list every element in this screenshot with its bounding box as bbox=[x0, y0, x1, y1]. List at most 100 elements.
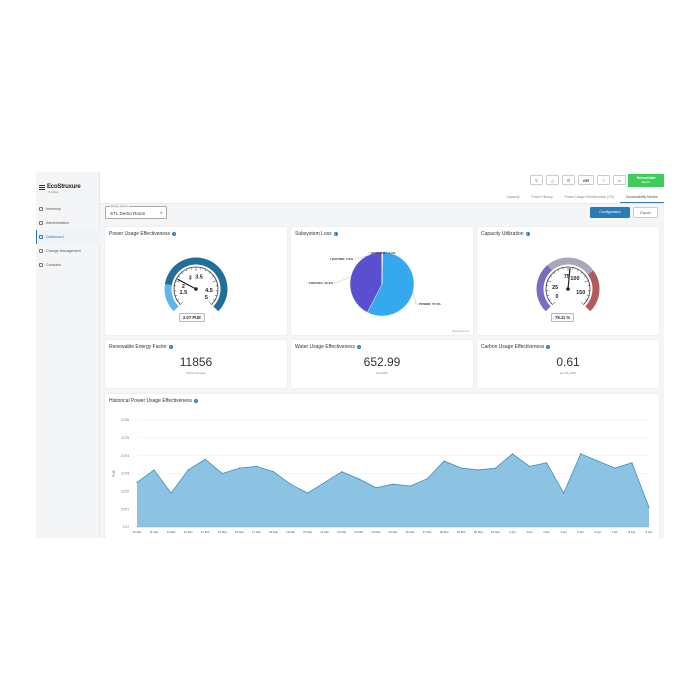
gauge-band bbox=[585, 270, 600, 312]
gauge-tick bbox=[212, 299, 215, 301]
sidebar-item-inventory[interactable]: Inventory bbox=[36, 202, 100, 216]
gauge-tick-label: 2 bbox=[182, 284, 185, 290]
info-icon[interactable]: i bbox=[525, 232, 530, 236]
info-icon[interactable]: i bbox=[194, 399, 198, 403]
logo[interactable]: EcoStruxure bbox=[39, 180, 81, 194]
wue-value: 652.99 bbox=[363, 355, 401, 369]
pie-data-label: POWER: 57.3% bbox=[419, 302, 441, 306]
energy-system-select[interactable]: Energy System STL Demo Room ▾ bbox=[105, 205, 167, 219]
card-title: Historical Power Usage Effectiveness i bbox=[109, 398, 198, 404]
admin-icon bbox=[39, 221, 43, 225]
data-point bbox=[153, 469, 155, 471]
capacity-card: Capacity Utilization i 0 25 75 100 150 78.11… bbox=[477, 227, 659, 335]
info-icon[interactable]: i bbox=[333, 232, 338, 236]
data-point bbox=[324, 481, 326, 484]
user-avatar[interactable]: GR bbox=[578, 175, 594, 185]
brand-logo: Schneider Electric bbox=[628, 174, 664, 187]
wue-card: Water Usage Effectiveness i 652.99 liter… bbox=[291, 340, 473, 388]
y-tick-label: 2.076 bbox=[121, 418, 129, 422]
gauge-band bbox=[164, 284, 179, 312]
sidebar-item-label: Consoles bbox=[46, 263, 61, 267]
logout-icon[interactable]: ⇨ bbox=[613, 175, 626, 185]
card-title: Renewable Energy Factor i bbox=[109, 344, 173, 350]
gauge-tick-label: 3 bbox=[189, 275, 192, 281]
x-tick-label: 10 Mar bbox=[133, 530, 142, 534]
info-icon[interactable]: i bbox=[172, 232, 177, 236]
x-tick-label: 18 Mar bbox=[269, 530, 278, 534]
sidebar-item-dashboard[interactable]: Dashboard bbox=[36, 230, 100, 244]
data-point bbox=[392, 483, 394, 485]
tab-pue[interactable]: Power Usage Effectiveness (CR) bbox=[564, 195, 615, 199]
gauge-tick bbox=[580, 272, 583, 274]
gauge-tick bbox=[546, 294, 550, 297]
settings-icon[interactable]: ⚙ bbox=[562, 175, 575, 185]
configuration-button[interactable]: Configuration bbox=[590, 207, 630, 218]
gauge-tick bbox=[174, 294, 178, 297]
x-tick-label: 14 Mar bbox=[201, 530, 210, 534]
help-icon[interactable]: ? bbox=[597, 175, 610, 185]
y-tick-label: 2.074 bbox=[121, 454, 129, 458]
brand-name: Schneider bbox=[636, 175, 656, 180]
gauge-tick bbox=[547, 280, 552, 283]
tab-sustainability-metrics[interactable]: Sustainability Metrics bbox=[620, 191, 664, 203]
sidebar-item-consoles[interactable]: Consoles bbox=[36, 258, 100, 272]
notification-icon[interactable]: △ bbox=[546, 175, 559, 185]
tab-power-history[interactable]: Power History bbox=[531, 195, 553, 199]
card-title: Subsystem Loss i bbox=[295, 231, 338, 237]
y-tick-label: 2.071 bbox=[121, 507, 129, 511]
x-tick-label: 11 Mar bbox=[150, 530, 159, 534]
pue-gauge: 1.523 3.5 4.55 bbox=[164, 257, 228, 312]
x-tick-label: 29 Mar bbox=[457, 530, 466, 534]
gauge-tick bbox=[584, 299, 587, 301]
x-tick-label: 31 Mar bbox=[491, 530, 500, 534]
area-fill bbox=[137, 453, 649, 527]
x-tick-label: 27 Mar bbox=[423, 530, 432, 534]
brand-sub: Electric bbox=[641, 181, 651, 184]
consoles-icon bbox=[39, 263, 43, 267]
data-point bbox=[307, 492, 309, 494]
data-point bbox=[341, 471, 343, 473]
info-icon[interactable]: i bbox=[168, 345, 173, 349]
search-icon[interactable]: ⚲ bbox=[530, 175, 543, 185]
x-tick-label: 26 Mar bbox=[406, 530, 415, 534]
gauge-tick-label: 100 bbox=[570, 276, 579, 282]
chart-credit: Highcharts.com bbox=[452, 330, 469, 333]
tab-capacity[interactable]: Capacity bbox=[506, 195, 520, 199]
sidebar-item-change-management[interactable]: Change Management bbox=[36, 244, 100, 258]
gauge-tick bbox=[212, 275, 214, 278]
data-point bbox=[409, 485, 411, 487]
data-point bbox=[648, 506, 650, 508]
menu-icon[interactable] bbox=[39, 184, 45, 190]
history-title: Historical Power Usage Effectiveness bbox=[109, 398, 192, 404]
gauge-tick bbox=[552, 301, 556, 305]
gauge-tick bbox=[553, 272, 556, 274]
info-icon[interactable]: i bbox=[546, 345, 551, 349]
gauge-tick bbox=[208, 272, 211, 274]
gauge-needle bbox=[567, 268, 571, 290]
sidebar-item-label: Administration bbox=[46, 221, 69, 225]
wue-title: Water Usage Effectiveness bbox=[295, 344, 356, 350]
gauge-tick bbox=[177, 299, 180, 301]
gauge-tick bbox=[557, 269, 560, 272]
data-point bbox=[546, 462, 548, 464]
y-tick-label: 2.072 bbox=[121, 490, 129, 494]
x-tick-label: 5 Apr bbox=[577, 530, 584, 534]
header: ⚲ △ ⚙ GR ? ⇨ Schneider Electric Capacity… bbox=[100, 172, 664, 204]
data-point bbox=[426, 478, 428, 480]
x-tick-label: 8 Apr bbox=[629, 530, 636, 534]
card-title: Carbon Usage Effectiveness i bbox=[481, 344, 551, 350]
data-point bbox=[136, 481, 138, 484]
data-point bbox=[187, 469, 189, 471]
logo-subtitle: IT Advisor bbox=[48, 191, 59, 194]
x-tick-label: 13 Mar bbox=[184, 530, 193, 534]
header-icon-buttons: ⚲ △ ⚙ GR ? ⇨ bbox=[530, 175, 626, 185]
pie-connector bbox=[354, 251, 383, 260]
info-icon[interactable]: i bbox=[357, 345, 362, 349]
gauge-tick-label: 5 bbox=[205, 295, 208, 301]
data-point bbox=[221, 472, 223, 475]
x-tick-label: 23 Mar bbox=[354, 530, 363, 534]
gauge-tick bbox=[208, 301, 212, 305]
export-button[interactable]: Export bbox=[633, 207, 658, 218]
gauge-tick bbox=[181, 272, 184, 274]
sidebar-item-administration[interactable]: Administration bbox=[36, 216, 100, 230]
